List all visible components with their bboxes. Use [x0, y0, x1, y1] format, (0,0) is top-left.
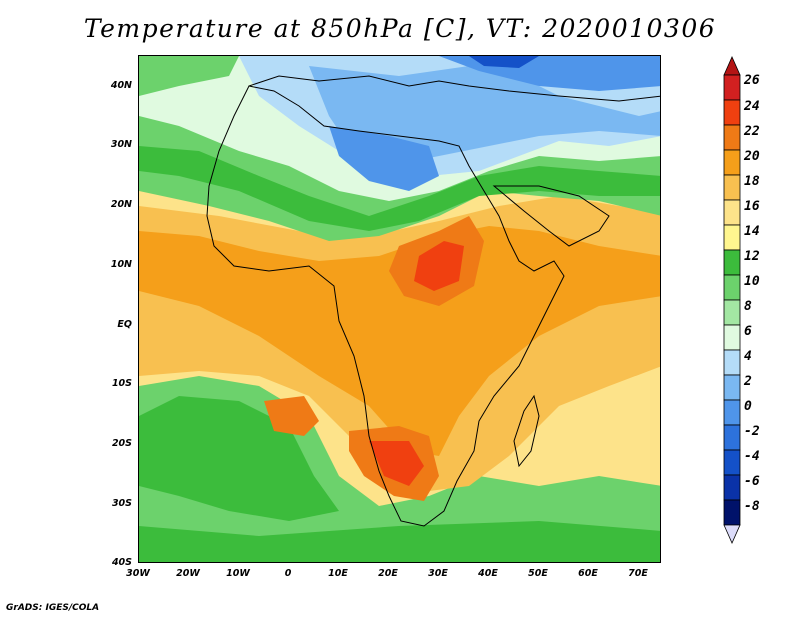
- madagascar-coastline: [513, 394, 540, 468]
- lat-label-20n: 20N: [110, 199, 132, 210]
- colorbar-swatch: [723, 274, 741, 301]
- colorbar-label: 14: [744, 224, 760, 239]
- colorbar-label: 20: [743, 149, 760, 164]
- colorbar-label: 2: [743, 374, 752, 389]
- colorbar-label: 4: [744, 349, 752, 364]
- colorbar-swatch: [723, 74, 741, 101]
- field-southern-band: [139, 521, 660, 562]
- colorbar-swatch: [723, 249, 741, 276]
- lon-label-30e: 30E: [428, 568, 448, 579]
- lon-label-70e: 70E: [628, 568, 648, 579]
- temperature-map: [138, 55, 661, 563]
- colorbar-swatch: [723, 499, 741, 526]
- colorbar-label: 26: [743, 73, 760, 88]
- lat-label-10n: 10N: [110, 259, 132, 270]
- colorbar-bottom-arrow: [723, 524, 741, 544]
- field-north-dark-green: [139, 146, 660, 231]
- field-northwest-green: [139, 56, 239, 96]
- colorbar-label: 22: [743, 124, 760, 139]
- field-north-dark-blue: [469, 56, 539, 68]
- colorbar-label: 10: [744, 274, 760, 289]
- colorbar-label: -6: [744, 474, 760, 489]
- field-hot-southwest: [264, 396, 319, 436]
- colorbar-swatch: [723, 374, 741, 401]
- colorbar-label: 12: [744, 249, 760, 264]
- lat-label-20s: 20S: [111, 438, 132, 449]
- lon-label-20w: 20W: [176, 568, 200, 579]
- africa-coastline: [206, 85, 565, 527]
- field-dark-orange-band: [139, 226, 660, 456]
- colorbar: 26 24 22 20 18 16 14 12 10 8 6 4 2 0 -2 -4 -6 -8: [720, 55, 800, 565]
- lat-label-40s: 40S: [111, 557, 132, 568]
- map-title: Temperature at 850hPa [C], VT: 202001030…: [83, 14, 717, 43]
- field-hottest-central: [414, 241, 464, 291]
- lat-label-10s: 10S: [111, 378, 132, 389]
- colorbar-swatch: [723, 474, 741, 501]
- colorbar-swatch: [723, 299, 741, 326]
- lat-label-30s: 30S: [111, 498, 132, 509]
- lat-label-30n: 30N: [110, 139, 132, 150]
- lon-label-40e: 40E: [478, 568, 498, 579]
- arabia-coastline: [492, 185, 610, 247]
- colorbar-label: 8: [744, 299, 752, 314]
- lon-label-20e: 20E: [378, 568, 398, 579]
- lat-label-40n: 40N: [110, 80, 132, 91]
- grads-credit: GrADS: IGES/COLA: [6, 603, 100, 613]
- colorbar-swatch: [723, 324, 741, 351]
- coastlines: [206, 75, 660, 527]
- colorbar-label: 24: [743, 99, 760, 114]
- colorbar-top-arrow: [723, 56, 741, 76]
- colorbar-swatch: [723, 224, 741, 251]
- lon-label-0: 0: [284, 568, 292, 579]
- colorbar-swatch: [723, 424, 741, 451]
- temperature-field: [139, 56, 660, 562]
- colorbar-label: 6: [744, 324, 752, 339]
- colorbar-label: 16: [744, 199, 760, 214]
- colorbar-label: 18: [744, 174, 760, 189]
- lon-label-60e: 60E: [578, 568, 598, 579]
- colorbar-label: -4: [744, 449, 760, 464]
- lon-label-10e: 10E: [328, 568, 348, 579]
- colorbar-label: -8: [744, 499, 760, 514]
- lon-label-50e: 50E: [528, 568, 548, 579]
- mediterranean-coastline: [248, 75, 660, 102]
- colorbar-swatch: [723, 449, 741, 476]
- lon-label-10w: 10W: [226, 568, 250, 579]
- colorbar-label: -2: [744, 424, 760, 439]
- colorbar-swatch: [723, 124, 741, 151]
- lon-label-30w: 30W: [126, 568, 150, 579]
- colorbar-label: 0: [744, 399, 752, 414]
- lat-label-eq: EQ: [117, 319, 132, 330]
- colorbar-swatch: [723, 174, 741, 201]
- field-sahara-blue: [329, 126, 439, 191]
- colorbar-swatch: [723, 399, 741, 426]
- colorbar-swatch: [723, 99, 741, 126]
- field-hottest-south: [369, 441, 424, 486]
- colorbar-swatch: [723, 149, 741, 176]
- colorbar-swatch: [723, 199, 741, 226]
- colorbar-swatch: [723, 349, 741, 376]
